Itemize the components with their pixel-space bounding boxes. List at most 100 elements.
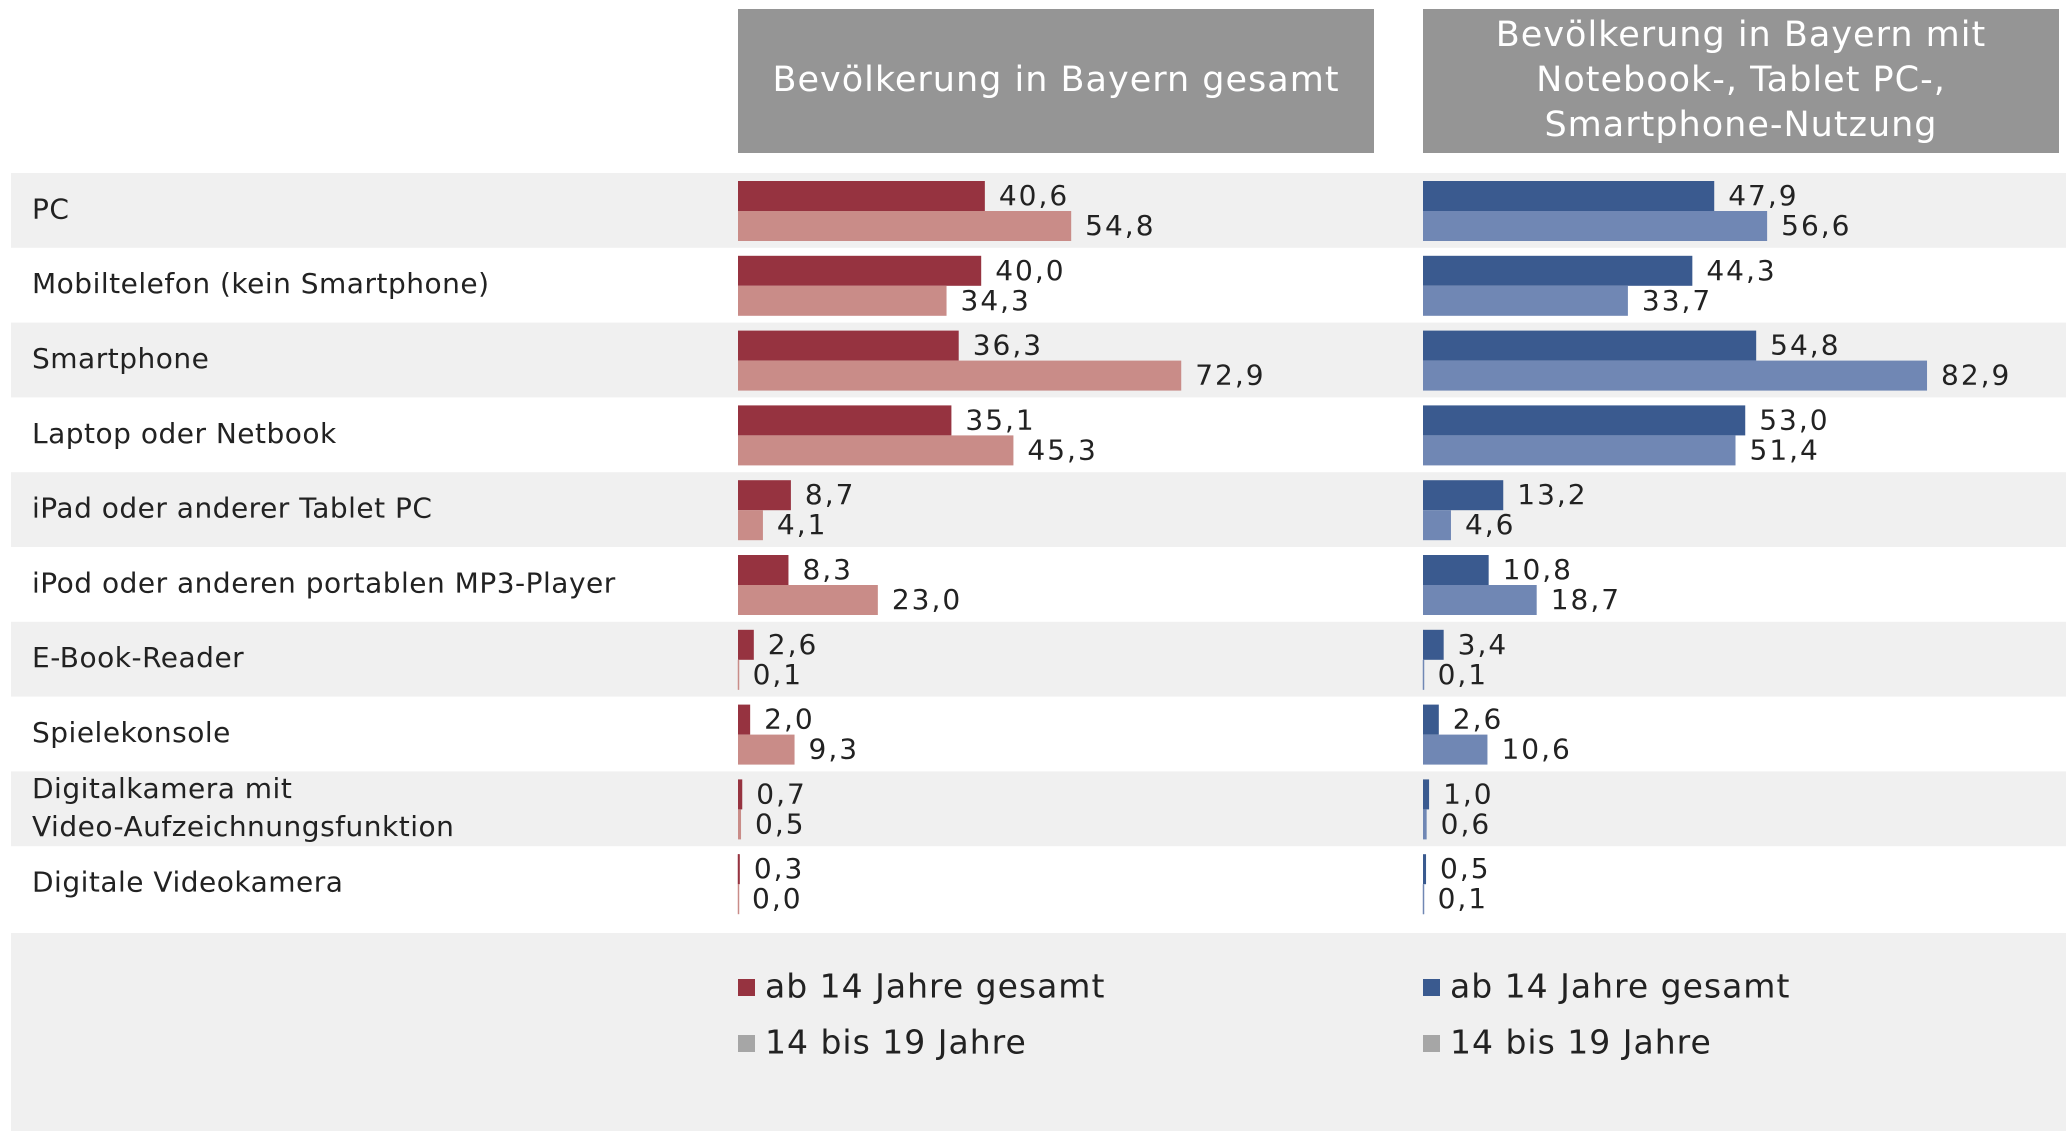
value-label: 0,1 [753, 658, 804, 691]
value-label: 13,2 [1517, 478, 1587, 511]
value-label: 72,9 [1195, 359, 1265, 392]
legend-label: 14 bis 19 Jahre [1450, 1023, 1712, 1062]
panel-title: Bevölkerung in Bayern mit Notebook-, Tabl… [1496, 15, 1986, 145]
value-label: 8,3 [802, 553, 853, 586]
bar [1423, 255, 1693, 286]
bar [738, 211, 1072, 241]
value-label: 23,0 [892, 583, 962, 616]
value-label: 36,3 [973, 329, 1043, 362]
value-label: 0,5 [755, 807, 806, 840]
category-label: E-Book-Reader [32, 641, 244, 674]
value-label: 1,0 [1443, 777, 1494, 810]
value-label: 54,8 [1085, 209, 1155, 242]
value-label: 0,6 [1441, 807, 1492, 840]
bar [738, 435, 1014, 466]
bar [738, 405, 952, 436]
legend-label: ab 14 Jahre gesamt [765, 967, 1105, 1006]
value-label: 0,1 [1438, 882, 1489, 915]
bar [1423, 211, 1768, 241]
legend-label: 14 bis 19 Jahre [765, 1023, 1027, 1062]
value-label: 10,6 [1501, 733, 1571, 766]
value-label: 18,7 [1551, 583, 1621, 616]
bar [1423, 435, 1736, 466]
value-label: 82,9 [1941, 359, 2011, 392]
legend-marker [738, 1035, 755, 1052]
bar [738, 779, 743, 810]
legend-marker [1423, 979, 1440, 996]
category-label: Mobiltelefon (kein Smartphone) [32, 267, 490, 300]
panel-header [738, 9, 1374, 153]
bar [1423, 629, 1444, 660]
bar [738, 629, 754, 660]
bar [738, 181, 985, 211]
row-band [11, 472, 2066, 547]
bar [1423, 285, 1628, 316]
bar [738, 704, 751, 735]
legend-marker [1423, 1035, 1440, 1052]
bar [1423, 405, 1746, 436]
row-band [11, 771, 2066, 847]
legend-label: ab 14 Jahre gesamt [1450, 967, 1790, 1006]
bar [1423, 510, 1451, 541]
value-label: 53,0 [1759, 403, 1829, 436]
bar [738, 255, 982, 286]
category-label: Smartphone [32, 342, 209, 375]
value-label: 54,8 [1770, 329, 1840, 362]
category-label: Spielekonsole [32, 716, 231, 749]
bar [1423, 779, 1430, 810]
bar [738, 809, 742, 840]
value-label: 51,4 [1750, 433, 1820, 466]
panel-header [1423, 9, 2059, 153]
row-band [11, 621, 2066, 697]
value-label: 0,5 [1440, 852, 1491, 885]
bar [1423, 704, 1439, 735]
value-label: 3,4 [1458, 628, 1509, 661]
value-label: 56,6 [1781, 209, 1851, 242]
category-label: Digitale Videokamera [32, 866, 343, 899]
value-label: 0,0 [752, 882, 803, 915]
bar [738, 585, 878, 615]
value-label: 2,6 [768, 628, 819, 661]
category-label: Digitalkamera mit Video-Aufzeichnungsfunk… [32, 772, 454, 843]
bar [1423, 734, 1488, 765]
bar [738, 360, 1182, 391]
bar [1423, 585, 1537, 615]
value-label: 9,3 [809, 733, 860, 766]
bar [738, 330, 959, 361]
value-label: 0,1 [1438, 658, 1489, 691]
bar [1423, 480, 1504, 511]
bar [738, 480, 791, 511]
value-label: 45,3 [1027, 433, 1097, 466]
value-label: 40,0 [995, 254, 1065, 287]
bar [738, 734, 795, 765]
category-label: iPad oder anderer Tablet PC [32, 492, 432, 525]
bar [1423, 360, 1928, 391]
value-label: 40,6 [999, 179, 1069, 212]
value-label: 8,7 [805, 478, 856, 511]
bar [1423, 330, 1757, 361]
legend-background [11, 933, 2066, 1131]
bar [1423, 181, 1715, 211]
value-label: 4,6 [1465, 508, 1516, 541]
bar [1423, 854, 1427, 885]
value-label: 4,1 [777, 508, 828, 541]
bar [738, 555, 789, 585]
panel-title: Bevölkerung in Bayern gesamt [772, 60, 1339, 100]
value-label: 0,7 [756, 777, 807, 810]
value-label: 2,0 [764, 703, 815, 736]
value-label: 33,7 [1642, 284, 1712, 317]
value-label: 34,3 [961, 284, 1031, 317]
bar [738, 510, 763, 541]
category-label: iPod oder anderen portablen MP3-Player [32, 566, 616, 599]
bar [1423, 809, 1427, 840]
value-label: 10,8 [1503, 553, 1573, 586]
legend-marker [738, 979, 755, 996]
value-label: 2,6 [1453, 703, 1504, 736]
category-label: PC [32, 192, 69, 225]
value-label: 44,3 [1706, 254, 1776, 287]
bar [1423, 555, 1489, 585]
value-label: 35,1 [965, 403, 1035, 436]
value-label: 47,9 [1728, 179, 1798, 212]
value-label: 0,3 [754, 852, 805, 885]
